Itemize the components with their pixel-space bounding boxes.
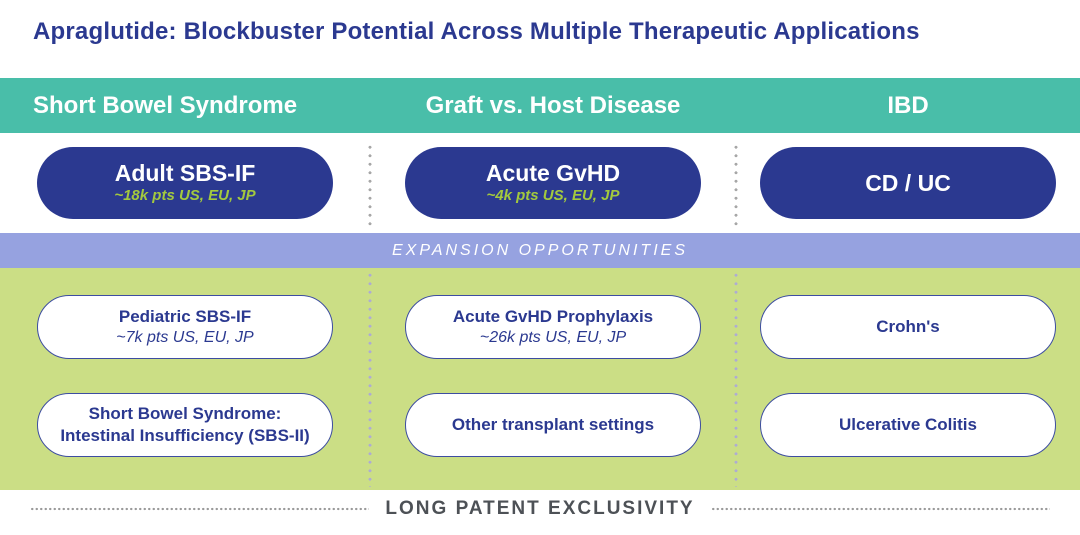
dotted-line-right <box>710 507 1051 511</box>
column-separator-dotted <box>734 271 738 487</box>
column-header-graft-vs-host-disease: Graft vs. Host Disease <box>425 91 681 119</box>
pill-subtitle: ~7k pts US, EU, JP <box>116 328 254 346</box>
expansion-section: Pediatric SBS-IF ~7k pts US, EU, JP Acut… <box>0 268 1080 490</box>
category-header-band: Short Bowel Syndrome Graft vs. Host Dise… <box>0 78 1080 133</box>
pill-title: CD / UC <box>865 169 951 196</box>
pill-sbs-ii: Short Bowel Syndrome: Intestinal Insuffi… <box>37 393 333 457</box>
pill-title: Pediatric SBS-IF <box>118 306 252 326</box>
column-separator-dotted <box>734 143 738 227</box>
pill-pediatric-sbs-if: Pediatric SBS-IF ~7k pts US, EU, JP <box>37 295 333 359</box>
pill-title: Other transplant settings <box>451 414 655 434</box>
column-separator-dotted <box>368 143 372 227</box>
pill-cd-uc: CD / UC <box>760 147 1056 219</box>
lead-indications-row: Adult SBS-IF ~18k pts US, EU, JP Acute G… <box>0 133 1080 233</box>
column-separator-dotted <box>368 271 372 487</box>
pill-title: Acute GvHD Prophylaxis <box>452 306 654 326</box>
expansion-opportunities-band: EXPANSION OPPORTUNITIES <box>0 233 1080 268</box>
pill-title: Acute GvHD <box>485 159 621 186</box>
pill-title-line1: Short Bowel Syndrome: <box>88 403 282 423</box>
pill-crohns: Crohn's <box>760 295 1056 359</box>
column-header-short-bowel-syndrome: Short Bowel Syndrome <box>33 91 298 119</box>
expansion-row-1: Pediatric SBS-IF ~7k pts US, EU, JP Acut… <box>0 295 1080 359</box>
pill-title-line2: Intestinal Insufficiency (SBS-II) <box>60 426 310 445</box>
footer-label: LONG PATENT EXCLUSIVITY <box>385 498 695 519</box>
pill-title: Adult SBS-IF <box>114 159 256 186</box>
pill-subtitle: ~4k pts US, EU, JP <box>486 187 620 205</box>
pill-title: Crohn's <box>876 316 940 336</box>
expansion-row-2: Short Bowel Syndrome: Intestinal Insuffi… <box>0 393 1080 457</box>
footer: LONG PATENT EXCLUSIVITY <box>30 494 1051 524</box>
pill-acute-gvhd: Acute GvHD ~4k pts US, EU, JP <box>405 147 701 219</box>
pill-subtitle: ~26k pts US, EU, JP <box>479 328 627 346</box>
dotted-line-left <box>30 507 370 511</box>
pill-other-transplant-settings: Other transplant settings <box>405 393 701 457</box>
pill-subtitle: ~18k pts US, EU, JP <box>114 187 256 205</box>
column-header-ibd: IBD <box>887 91 929 119</box>
pill-ulcerative-colitis: Ulcerative Colitis <box>760 393 1056 457</box>
expansion-band-label: EXPANSION OPPORTUNITIES <box>391 241 688 259</box>
pill-adult-sbs-if: Adult SBS-IF ~18k pts US, EU, JP <box>37 147 333 219</box>
pill-acute-gvhd-prophylaxis: Acute GvHD Prophylaxis ~26k pts US, EU, … <box>405 295 701 359</box>
pill-title: Ulcerative Colitis <box>839 414 977 434</box>
page-title: Apraglutide: Blockbuster Potential Acros… <box>33 18 920 45</box>
